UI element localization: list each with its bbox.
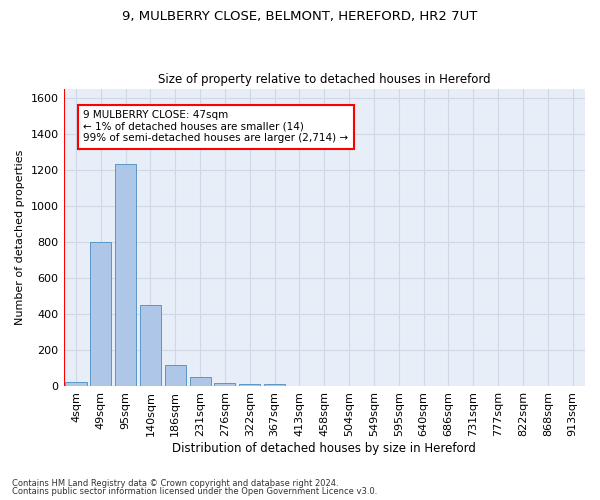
Bar [115, 164, 136, 386]
Text: 9 MULBERRY CLOSE: 47sqm
← 1% of detached houses are smaller (14)
99% of semi-det: 9 MULBERRY CLOSE: 47sqm ← 1% of detached… [83, 110, 349, 144]
Title: Size of property relative to detached houses in Hereford: Size of property relative to detached ho… [158, 73, 491, 86]
Bar [140, 305, 161, 386]
Bar [90, 242, 112, 386]
Text: Contains HM Land Registry data © Crown copyright and database right 2024.: Contains HM Land Registry data © Crown c… [12, 478, 338, 488]
Bar [239, 384, 260, 386]
Bar [214, 383, 235, 386]
Bar [264, 384, 285, 386]
Bar [165, 365, 186, 386]
Bar [65, 382, 86, 386]
Y-axis label: Number of detached properties: Number of detached properties [15, 150, 25, 325]
Text: Contains public sector information licensed under the Open Government Licence v3: Contains public sector information licen… [12, 487, 377, 496]
Bar [190, 376, 211, 386]
X-axis label: Distribution of detached houses by size in Hereford: Distribution of detached houses by size … [172, 442, 476, 455]
Text: 9, MULBERRY CLOSE, BELMONT, HEREFORD, HR2 7UT: 9, MULBERRY CLOSE, BELMONT, HEREFORD, HR… [122, 10, 478, 23]
